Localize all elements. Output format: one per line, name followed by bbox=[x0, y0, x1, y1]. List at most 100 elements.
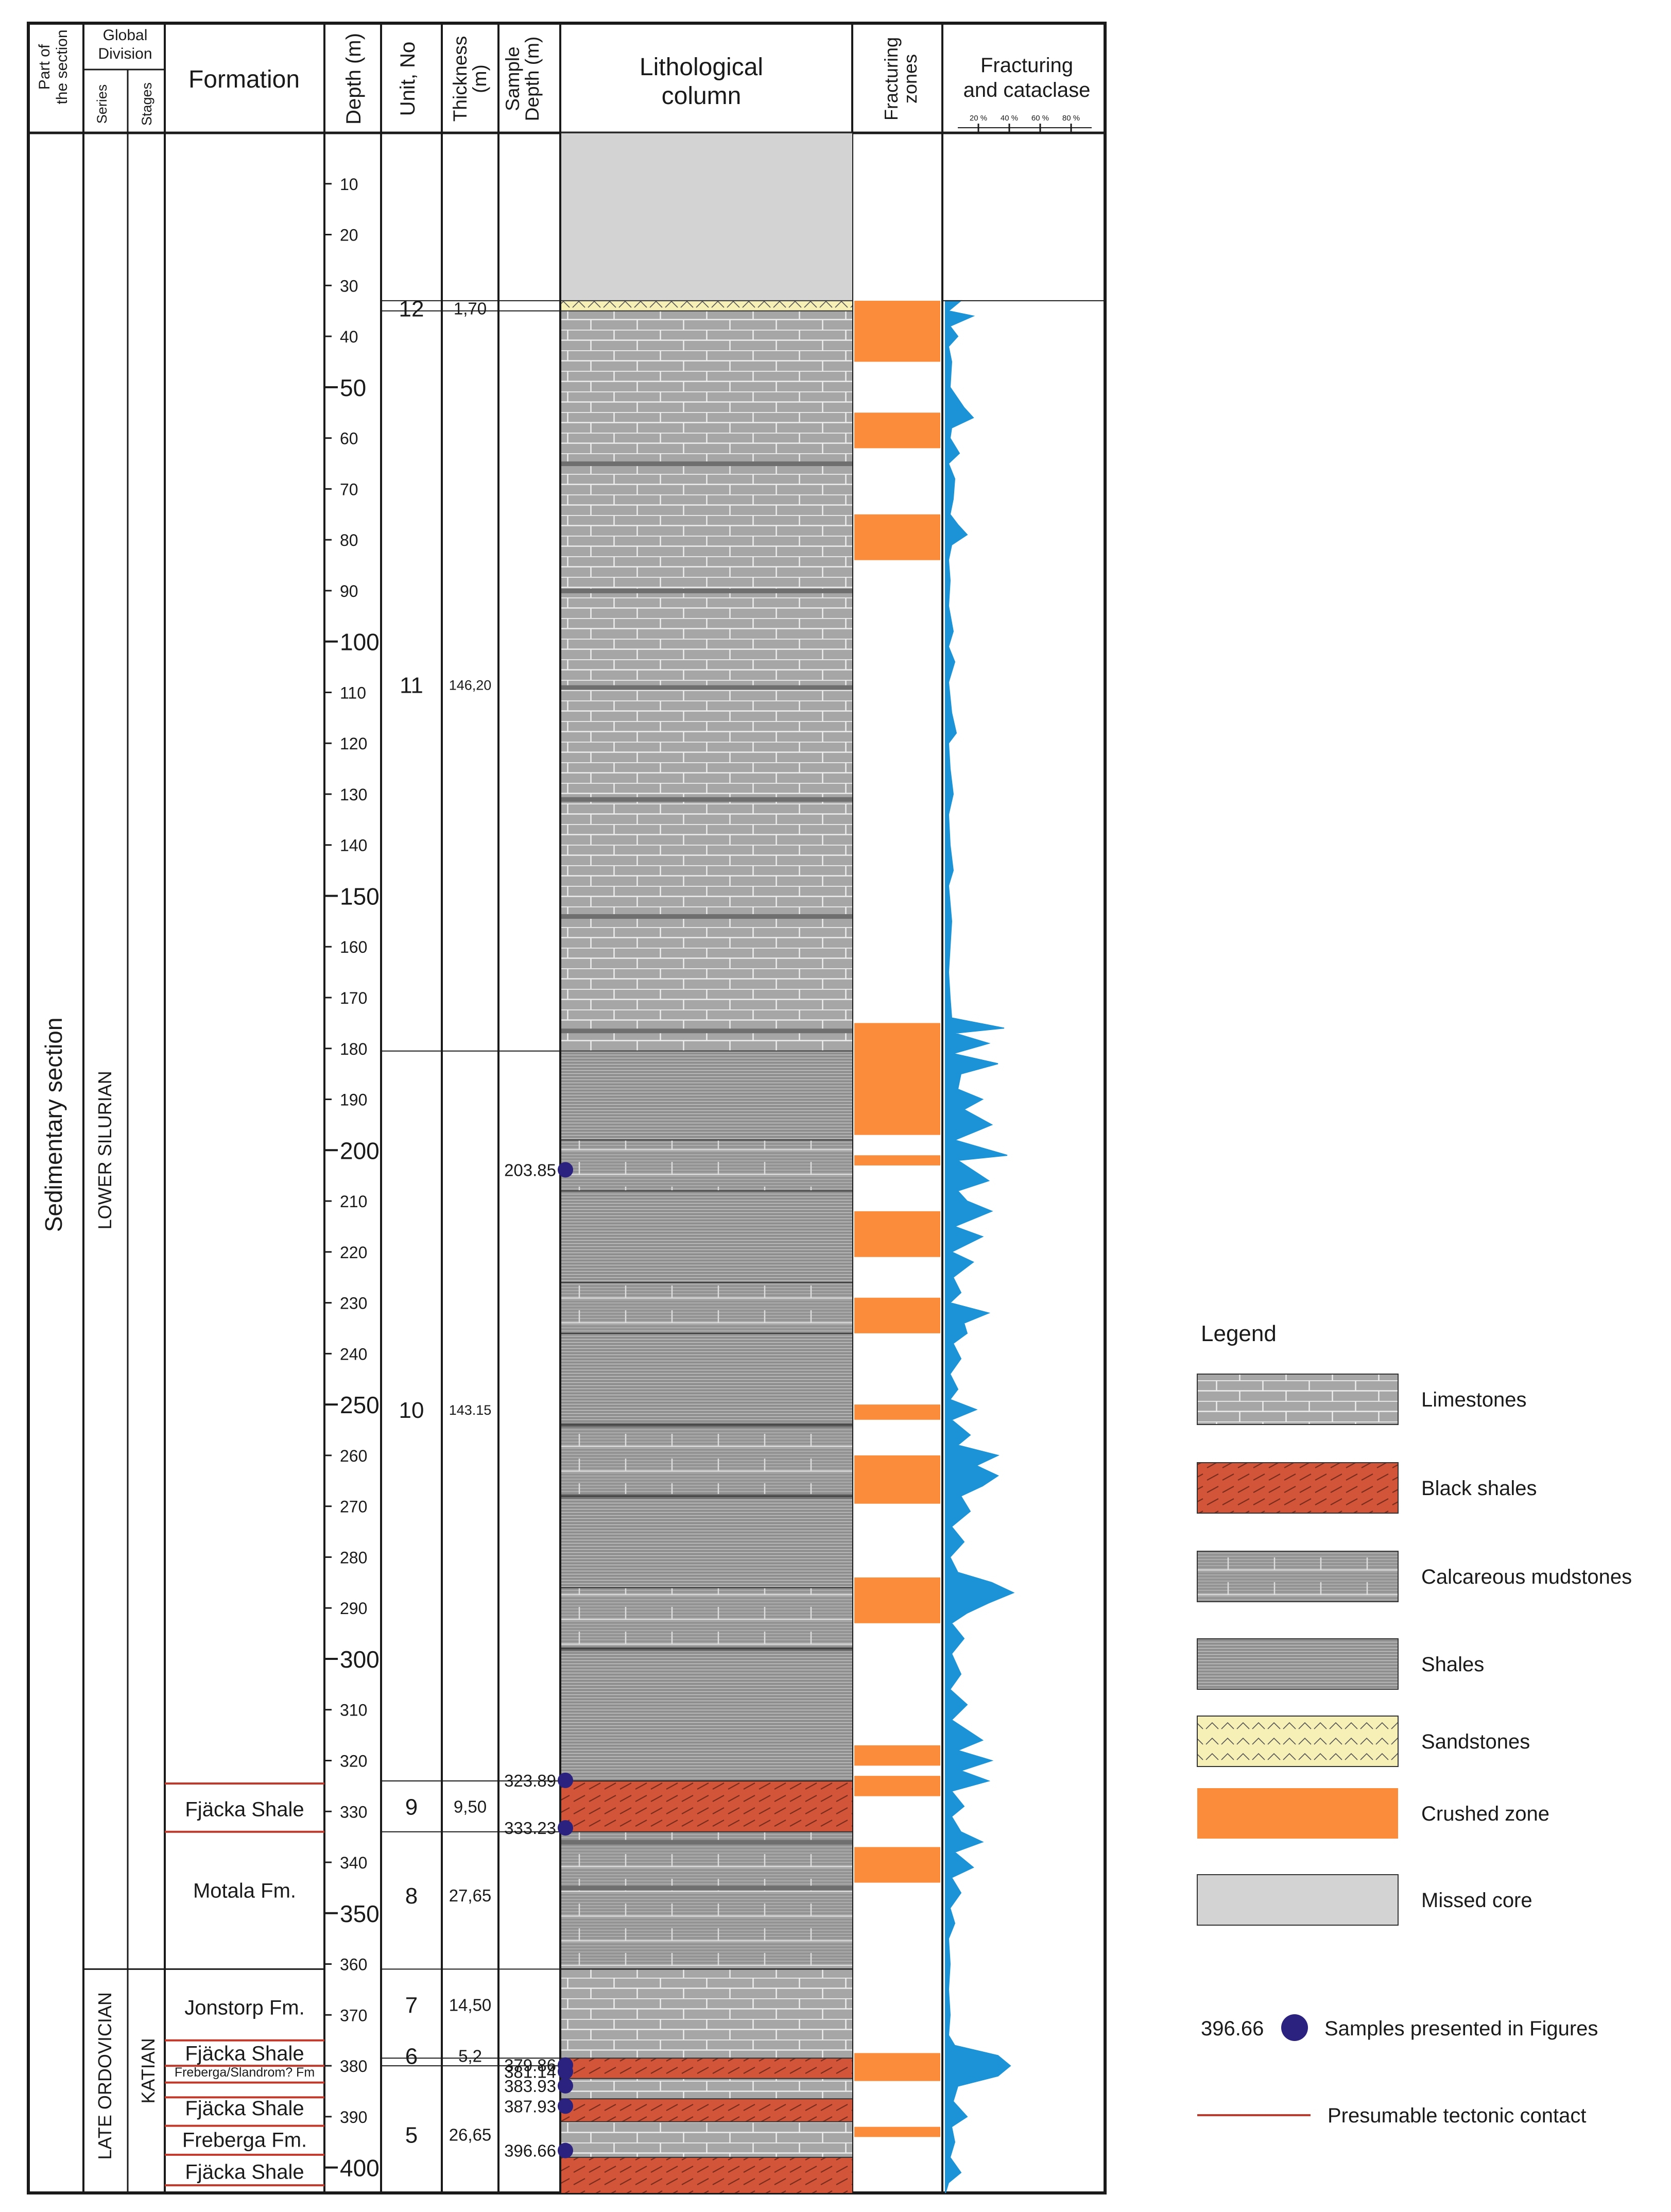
crushed-zone bbox=[854, 2053, 940, 2081]
formation-label: Fjäcka Shale bbox=[185, 2042, 304, 2065]
depth-tick-label: 360 bbox=[340, 1956, 367, 1974]
depth-tick-label: 90 bbox=[340, 582, 358, 601]
unit-number: 10 bbox=[399, 1398, 424, 1423]
fracturing-zones-column bbox=[854, 300, 940, 2137]
depth-tick-label: 130 bbox=[340, 785, 367, 804]
lith-bed-calc_mudstone bbox=[561, 1831, 852, 1969]
legend-sample-value: 396.66 bbox=[1201, 2017, 1264, 2040]
formation-label: Motala Fm. bbox=[193, 1879, 296, 1902]
lith-bed-missed bbox=[561, 133, 852, 301]
legend-items: Limestones Black shales Calcareous mudston… bbox=[1197, 1374, 1632, 1926]
legend: Legend Limestones Black shales Calcareous … bbox=[1197, 1321, 1632, 2127]
series-label: LATE ORDOVICIAN bbox=[94, 1992, 115, 2159]
depth-tick-label: 340 bbox=[340, 1854, 367, 1872]
sample-depth-label: 333.23 bbox=[504, 1819, 556, 1838]
sample-dot bbox=[558, 2078, 573, 2094]
legend-label-calc_mudstone: Calcareous mudstones bbox=[1421, 1566, 1632, 1588]
header-fracture-tick-40: 40 % bbox=[1001, 114, 1018, 123]
depth-tick-label: 60 bbox=[340, 430, 358, 448]
depth-tick-label: 270 bbox=[340, 1498, 367, 1516]
crushed-zone bbox=[854, 1776, 940, 1796]
lith-bed-shale bbox=[561, 1649, 852, 1781]
legend-tectonic-label: Presumable tectonic contact bbox=[1328, 2104, 1586, 2127]
header-stages: Stages bbox=[139, 82, 154, 126]
depth-tick-label: 160 bbox=[340, 938, 367, 956]
header-depth: Depth (m) bbox=[342, 33, 365, 125]
formation-column: Fjäcka Shale Motala Fm. Jonstorp Fm. Fjäcka… bbox=[165, 1782, 324, 2187]
lith-bed-calc_mudstone bbox=[561, 1425, 852, 1496]
depth-tick-label: 10 bbox=[340, 175, 358, 194]
sample-dot bbox=[558, 2142, 573, 2158]
header-row: Part of the section Global Division Seri… bbox=[36, 27, 1090, 126]
crushed-zone bbox=[854, 1297, 940, 1333]
depth-tick-label: 240 bbox=[340, 1345, 367, 1363]
unit-number: 6 bbox=[405, 2044, 418, 2069]
legend-label-missed: Missed core bbox=[1421, 1889, 1532, 1912]
legend-label-sandstone: Sandstones bbox=[1421, 1730, 1530, 1753]
lith-bed-limestone bbox=[561, 2078, 852, 2099]
legend-label-limestone: Limestones bbox=[1421, 1388, 1527, 1411]
legend-sample-label: Samples presented in Figures bbox=[1324, 2017, 1598, 2040]
header-fracturing-zones-2: zones bbox=[900, 54, 921, 104]
depth-major-label: 50 bbox=[340, 374, 366, 401]
lith-bed-calc_mudstone bbox=[561, 1282, 852, 1333]
sample-depth-label: 203.85 bbox=[504, 1160, 556, 1179]
depth-tick-label: 180 bbox=[340, 1040, 367, 1058]
depth-tick-label: 120 bbox=[340, 734, 367, 753]
thin-bed bbox=[561, 1885, 852, 1891]
sample-dot bbox=[558, 2064, 573, 2080]
depth-tick-label: 390 bbox=[340, 2108, 367, 2127]
depth-tick-label: 230 bbox=[340, 1294, 367, 1313]
lith-bed-limestone bbox=[561, 1969, 852, 2059]
sample-dot bbox=[558, 1820, 573, 1836]
legend-swatch-black_shale bbox=[1197, 1462, 1399, 1514]
legend-swatch-missed bbox=[1197, 1874, 1399, 1926]
unit-thickness: 27,65 bbox=[449, 1886, 492, 1905]
formation-label: Freberga Fm. bbox=[182, 2129, 307, 2151]
unit-thickness: 5,2 bbox=[458, 2046, 482, 2065]
depth-tick-label: 70 bbox=[340, 480, 358, 499]
lith-bed-shale bbox=[561, 1051, 852, 1140]
unit-thickness: 146,20 bbox=[449, 678, 492, 693]
header-lithological-2: column bbox=[662, 82, 742, 110]
fracturing-profile bbox=[942, 300, 1105, 2193]
formation-label: Fjäcka Shale bbox=[185, 1798, 304, 1821]
crushed-zone bbox=[854, 2127, 940, 2137]
legend-label-black_shale: Black shales bbox=[1421, 1477, 1537, 1500]
legend-swatch-limestone bbox=[1197, 1374, 1399, 1425]
crushed-zone bbox=[854, 1847, 940, 1883]
header-fracture-tick-60: 60 % bbox=[1031, 114, 1049, 123]
sample-depth-label: 381.14 bbox=[504, 2062, 556, 2081]
legend-swatch-shale bbox=[1197, 1638, 1399, 1690]
formation-label: Fjäcka Shale bbox=[185, 2161, 304, 2184]
header-fracture-tick-20: 20 % bbox=[970, 114, 987, 123]
header-sample-1: Sample bbox=[502, 46, 523, 111]
sample-depth-label: 387.93 bbox=[504, 2097, 556, 2116]
crushed-zone bbox=[854, 1023, 940, 1135]
part-label: Sedimentary section bbox=[40, 1018, 67, 1232]
unit-thickness: 9,50 bbox=[454, 1797, 487, 1816]
depth-tick-label: 40 bbox=[340, 328, 358, 346]
header-thickness-2: (m) bbox=[469, 64, 490, 93]
header-part-line1: Part of bbox=[36, 44, 53, 90]
crushed-zone bbox=[854, 1455, 940, 1504]
legend-swatch-calc_mudstone bbox=[1197, 1551, 1399, 1602]
legend-swatch-crushed bbox=[1197, 1788, 1398, 1839]
stage-label: KATIAN bbox=[137, 2038, 159, 2103]
fracture-curve bbox=[945, 300, 1015, 2193]
header-fracturing-2: and cataclase bbox=[963, 79, 1091, 101]
lith-bed-calc_mudstone bbox=[561, 1587, 852, 1649]
sample-depth-label: 379.86 bbox=[504, 2056, 556, 2075]
formation-label: Fjäcka Shale bbox=[185, 2097, 304, 2120]
depth-tick-label: 380 bbox=[340, 2057, 367, 2076]
lith-bed-sandstone bbox=[561, 300, 852, 311]
depth-major-label: 350 bbox=[340, 1900, 380, 1927]
depth-tick-label: 280 bbox=[340, 1548, 367, 1567]
header-global-division-2: Division bbox=[98, 45, 152, 62]
depth-tick-label: 20 bbox=[340, 226, 358, 245]
lith-bed-limestone bbox=[561, 2121, 852, 2157]
depth-tick-label: 30 bbox=[340, 277, 358, 295]
sample-depth-label: 383.93 bbox=[504, 2077, 556, 2096]
unit-thickness: 26,65 bbox=[449, 2125, 492, 2144]
crushed-zone bbox=[854, 1404, 940, 1420]
